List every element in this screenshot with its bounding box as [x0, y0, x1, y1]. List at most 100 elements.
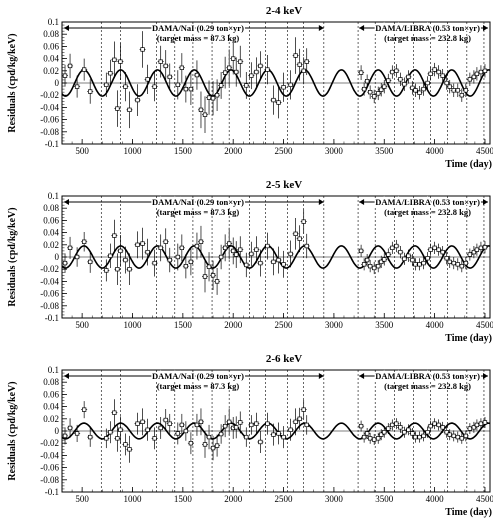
data-point	[276, 100, 281, 105]
data-point	[432, 421, 437, 426]
data-point	[271, 97, 276, 103]
data-point	[249, 73, 254, 78]
data-point	[238, 420, 243, 425]
data-point	[104, 436, 109, 441]
data-point	[158, 425, 163, 431]
data-point	[402, 82, 407, 87]
data-point	[210, 445, 216, 451]
data-point	[214, 443, 220, 448]
data-point	[222, 245, 228, 251]
data-point	[463, 260, 468, 266]
data-point	[158, 59, 163, 64]
chart-panel: 2-5 keV -0.1 -0.08 -0.06 -0.04 -0.02 0 0.02 0.04…	[7, 179, 493, 344]
data-point	[198, 239, 204, 244]
data-point	[361, 434, 367, 440]
data-point	[444, 256, 449, 261]
data-point	[238, 59, 243, 64]
data-point	[304, 243, 309, 249]
data-point	[218, 83, 224, 88]
data-point	[234, 425, 239, 430]
y-tick-label: -0.1	[45, 139, 59, 149]
data-point	[436, 422, 441, 428]
y-axis-label: Residuals (cpd/kg/keV)	[7, 33, 18, 132]
data-point	[364, 431, 370, 436]
data-point	[406, 427, 411, 432]
y-tick-label: 0	[55, 252, 60, 262]
data-point	[297, 62, 302, 67]
y-tick-label: -0.04	[40, 102, 59, 112]
x-tick-label: 500	[75, 494, 89, 504]
data-point	[390, 245, 395, 251]
data-point	[358, 70, 364, 75]
x-tick-label: 2000	[224, 146, 243, 156]
data-point	[394, 421, 399, 426]
data-point	[406, 253, 411, 258]
nai-mass-label: (target mass = 87.3 kg)	[157, 381, 240, 391]
data-point	[376, 91, 381, 96]
data-point	[417, 90, 422, 95]
data-point	[214, 279, 220, 284]
data-point	[402, 256, 407, 261]
data-point	[188, 441, 194, 446]
data-point	[198, 419, 204, 424]
data-point	[62, 433, 68, 439]
y-tick-label: 0.02	[43, 66, 59, 76]
data-point	[276, 431, 281, 436]
y-tick-label: 0.02	[43, 414, 59, 424]
data-point	[463, 88, 468, 93]
data-point	[265, 243, 270, 249]
data-point	[372, 265, 377, 271]
data-point	[135, 421, 140, 426]
data-point	[447, 432, 452, 437]
x-tick-label: 3000	[325, 494, 344, 504]
data-point	[288, 251, 293, 257]
y-tick-label: -0.06	[40, 115, 59, 125]
x-tick-label: 2500	[275, 146, 294, 156]
data-point	[254, 69, 259, 75]
y-tick-label: -0.1	[45, 487, 59, 497]
data-point	[258, 63, 263, 69]
data-point	[361, 262, 367, 267]
data-point	[123, 84, 128, 89]
data-point	[67, 245, 73, 251]
data-point	[455, 434, 460, 440]
y-tick-label: 0.1	[48, 365, 59, 375]
libra-arrowhead-left	[359, 199, 365, 205]
libra-arrowhead-right	[483, 199, 488, 205]
data-point	[152, 436, 157, 441]
data-point	[175, 82, 180, 87]
nai-label: DAMA/NaI (0.29 ton×yr)	[152, 197, 244, 207]
data-point	[88, 434, 93, 440]
y-tick-label: 0	[55, 426, 60, 436]
data-point	[482, 420, 488, 425]
x-tick-label: 1000	[123, 146, 142, 156]
libra-mass-label: (target mass = 232.8 kg)	[384, 33, 471, 43]
nai-arrowhead-right	[318, 373, 324, 379]
data-point	[118, 248, 123, 254]
data-point	[301, 68, 306, 73]
data-point	[227, 419, 232, 424]
data-point	[145, 249, 150, 255]
data-point	[210, 273, 216, 278]
x-tick-label: 1000	[123, 320, 142, 330]
data-point	[62, 73, 68, 78]
data-point	[293, 419, 298, 424]
data-point	[301, 407, 306, 412]
chart-title: 2-5 keV	[266, 179, 302, 191]
data-point	[394, 68, 399, 73]
nai-arrowhead-left	[64, 25, 69, 31]
data-point	[258, 439, 263, 445]
cosine-fit-curve	[61, 245, 491, 269]
data-point	[361, 86, 367, 92]
data-point	[288, 427, 293, 432]
data-point	[62, 260, 68, 266]
data-point	[104, 268, 109, 273]
data-point	[183, 428, 189, 434]
libra-arrowhead-right	[483, 25, 488, 31]
data-point	[276, 257, 281, 263]
y-tick-label: 0	[55, 78, 60, 88]
data-point	[118, 427, 123, 432]
data-point	[127, 267, 132, 272]
data-point	[459, 264, 464, 269]
